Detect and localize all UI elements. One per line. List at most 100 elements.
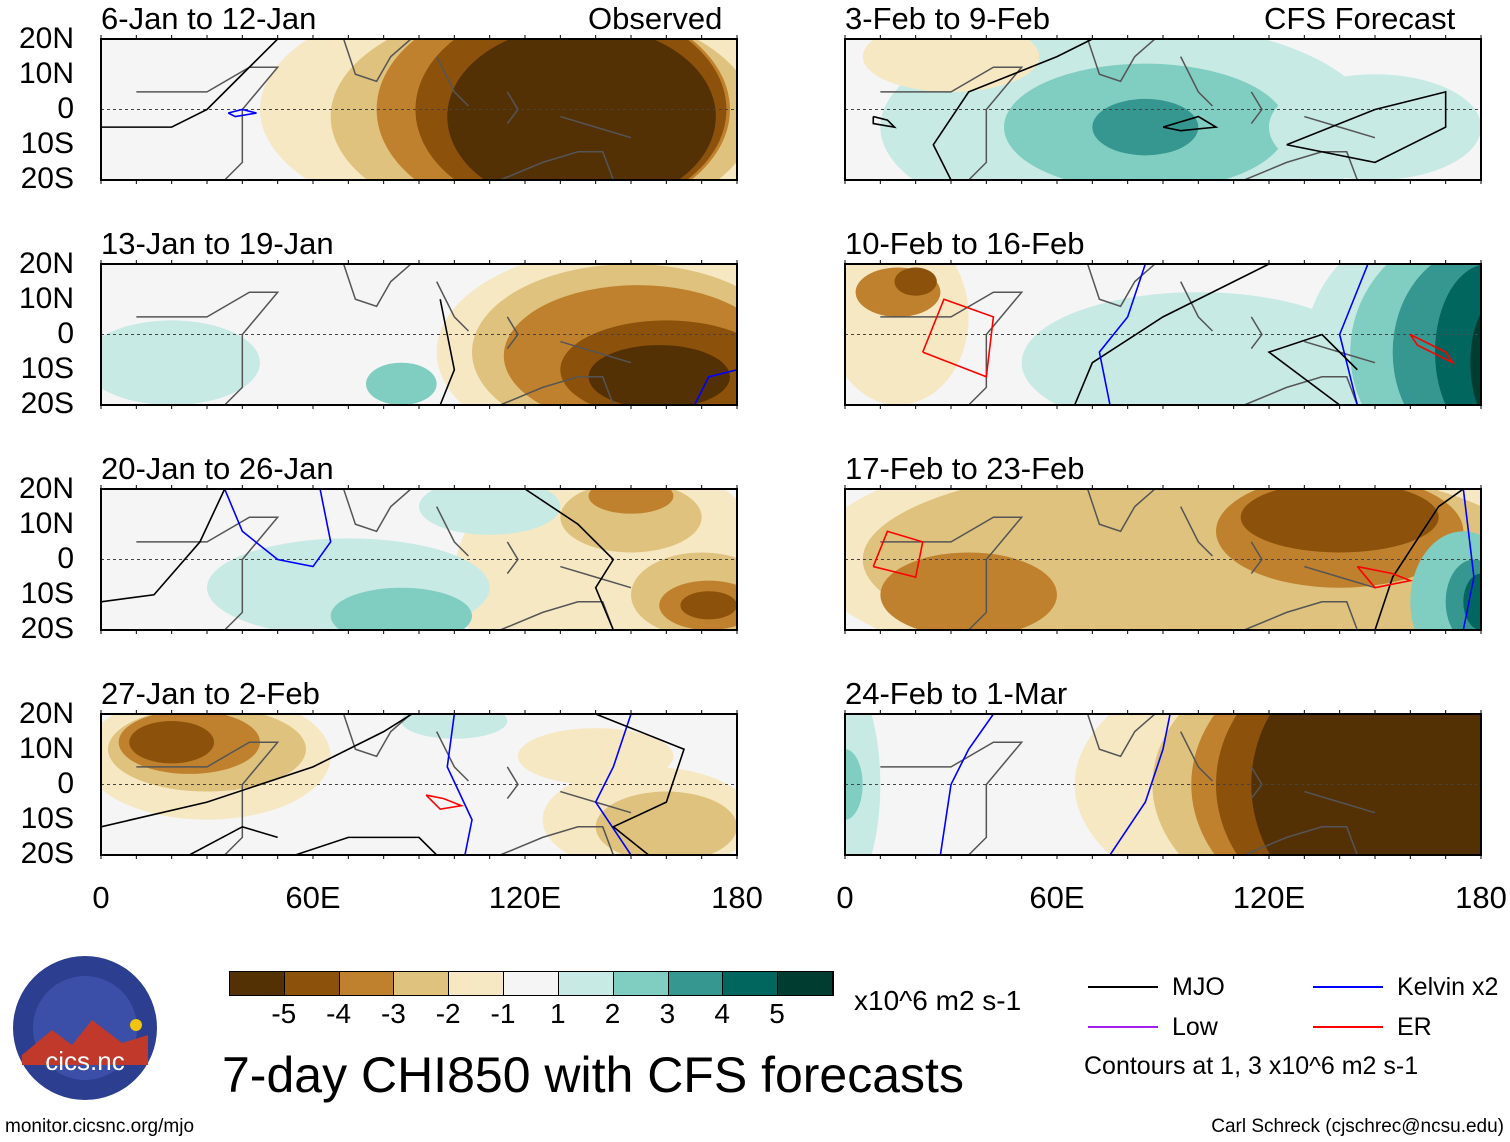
map-panel — [844, 35, 1482, 184]
coastline — [435, 56, 469, 107]
anomaly-region — [680, 591, 737, 620]
anomaly-region — [1021, 292, 1375, 405]
map-panel — [100, 260, 738, 409]
colorbar-label: -5 — [271, 998, 297, 1029]
coastline — [136, 741, 280, 855]
anomaly-region — [419, 489, 561, 535]
wave-contour — [594, 714, 632, 855]
coastline — [1179, 56, 1213, 107]
colorbar-swatch — [394, 972, 450, 995]
panel-title: 10-Feb to 16-Feb — [845, 226, 1085, 261]
lat-label: 10N — [18, 57, 74, 90]
wave-contour — [101, 714, 413, 828]
coastline — [1304, 790, 1376, 814]
lon-label: 60E — [285, 880, 341, 915]
colorbar-swatch — [449, 972, 505, 995]
wave-contour — [1267, 333, 1358, 405]
colorbar-swatch — [230, 972, 285, 995]
lat-label: 20S — [20, 612, 74, 645]
map-panel — [100, 35, 738, 184]
wave-contour — [1409, 333, 1456, 365]
coastline — [342, 39, 413, 83]
lat-label: 10N — [18, 282, 74, 315]
coastline — [1179, 731, 1213, 782]
coastline — [136, 291, 280, 405]
coastline — [499, 376, 615, 405]
lat-label: 0 — [57, 767, 74, 800]
wave-contour — [1162, 115, 1219, 132]
lat-label: 10N — [18, 732, 74, 765]
lat-label: 0 — [57, 542, 74, 575]
lat-label: 0 — [57, 317, 74, 350]
colorbar-swatch — [668, 972, 724, 995]
wave-contour — [446, 714, 473, 855]
wave-contour — [295, 836, 438, 855]
lat-label: 10S — [20, 802, 74, 835]
panel-title: 13-Jan to 19-Jan — [101, 226, 334, 261]
coastline — [1243, 376, 1359, 405]
wave-contour — [1338, 264, 1369, 405]
colorbar-swatch — [723, 972, 779, 995]
panel-title: 20-Jan to 26-Jan — [101, 451, 334, 486]
wave-contour — [1462, 489, 1475, 630]
coastline — [136, 66, 280, 180]
coastline — [435, 506, 469, 557]
wave-contour — [693, 368, 737, 405]
panel-title: 3-Feb to 9-Feb — [845, 1, 1051, 36]
wave-contour — [1356, 565, 1414, 589]
contour-note: Contours at 1, 3 x10^6 m2 s-1 — [1084, 1052, 1419, 1080]
lat-label: 20S — [20, 162, 74, 195]
lon-label: 0 — [92, 880, 110, 915]
coastline — [880, 291, 1024, 405]
wave-contour — [872, 530, 924, 579]
coastline — [880, 741, 1024, 855]
coastline — [1243, 826, 1359, 855]
colorbar-units: x10^6 m2 s-1 — [854, 985, 1022, 1016]
anomaly-region — [401, 714, 508, 739]
anomaly-region — [880, 552, 1057, 630]
coastline — [1304, 115, 1376, 139]
map-panel — [844, 710, 1482, 859]
map-panel — [100, 710, 738, 859]
coastline — [499, 151, 615, 180]
colorbar-label: -1 — [490, 998, 516, 1029]
colorbar-label: -3 — [380, 998, 406, 1029]
coastline — [1086, 39, 1157, 83]
coastline — [1086, 264, 1157, 308]
wave-contour — [101, 489, 226, 603]
map-panel — [844, 260, 1482, 409]
coastline — [880, 516, 1024, 630]
legend-label: MJO — [1172, 973, 1225, 1001]
footer-url[interactable]: monitor.cicsnc.org/mjo — [5, 1116, 195, 1137]
map-panel — [100, 485, 738, 634]
anomaly-region — [1463, 573, 1481, 630]
colorbar-label: 3 — [659, 998, 676, 1029]
anomaly-region — [129, 721, 215, 764]
wave-contour — [1109, 714, 1171, 855]
wave-contour — [223, 489, 332, 568]
footer-credit: Carl Schreck (cjschrec@ncsu.edu) — [1211, 1116, 1504, 1137]
lon-label: 120E — [488, 880, 562, 915]
wave-contour — [939, 714, 995, 855]
colorbar-label: -4 — [326, 998, 352, 1029]
coastline — [435, 731, 469, 782]
lat-label: 10S — [20, 577, 74, 610]
lat-label: 10S — [20, 127, 74, 160]
colorbar-label: 5 — [769, 998, 785, 1029]
coastline — [1179, 281, 1213, 332]
panel-title: 27-Jan to 2-Feb — [101, 676, 320, 711]
anomaly-region — [1251, 714, 1481, 855]
coastline — [1304, 565, 1376, 589]
lat-label: 20N — [18, 697, 74, 730]
lon-label: 0 — [836, 880, 854, 915]
panel-title: 24-Feb to 1-Mar — [845, 676, 1068, 711]
anomaly-region — [330, 587, 472, 630]
coastline — [880, 66, 1024, 180]
legend-line — [1088, 986, 1158, 988]
lon-label: 60E — [1029, 880, 1085, 915]
legend-label: Low — [1172, 1013, 1218, 1041]
anomaly-region — [101, 320, 260, 405]
lat-label: 20S — [20, 387, 74, 420]
coastline — [1086, 489, 1157, 533]
wave-contour — [227, 108, 257, 118]
